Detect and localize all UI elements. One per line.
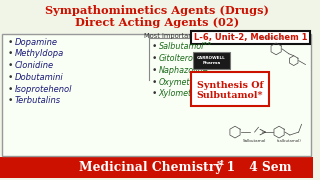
Text: Dopamine: Dopamine	[15, 37, 58, 46]
Text: Sulbutamol*: Sulbutamol*	[197, 91, 263, 100]
Text: Naphazoline: Naphazoline	[159, 66, 208, 75]
Text: Most Important*: Most Important*	[144, 33, 199, 39]
Text: •: •	[8, 96, 13, 105]
Text: Isoprotehenol: Isoprotehenol	[15, 85, 72, 94]
Bar	[2, 34, 311, 156]
Text: Salbutamol: Salbutamol	[243, 139, 266, 143]
Text: •: •	[8, 85, 13, 94]
FancyBboxPatch shape	[191, 31, 310, 44]
Text: •: •	[152, 66, 157, 75]
Text: L-6, Unit-2, Medichem 1: L-6, Unit-2, Medichem 1	[194, 33, 308, 42]
Text: •: •	[152, 78, 157, 87]
Text: •: •	[8, 37, 13, 46]
Bar	[0, 2, 313, 33]
Text: Methyldopa: Methyldopa	[15, 49, 64, 58]
Text: Xylometazoline: Xylometazoline	[159, 89, 220, 98]
Text: •: •	[8, 49, 13, 58]
FancyBboxPatch shape	[193, 52, 230, 69]
Text: •: •	[152, 89, 157, 98]
FancyBboxPatch shape	[191, 72, 269, 106]
Bar	[0, 157, 313, 178]
Text: Direct Acting Agents (02): Direct Acting Agents (02)	[75, 17, 239, 28]
Text: CARROWELL
Pharma: CARROWELL Pharma	[197, 56, 226, 65]
Text: •: •	[8, 73, 13, 82]
Text: Synthesis 1: Synthesis 1	[260, 36, 283, 40]
Text: Dobutamini: Dobutamini	[15, 73, 63, 82]
Text: Oxymetazoline: Oxymetazoline	[159, 78, 219, 87]
Text: Medicinal Chemistry 1: Medicinal Chemistry 1	[79, 161, 235, 174]
Text: st: st	[216, 159, 224, 167]
Text: Gitolterol: Gitolterol	[159, 54, 196, 63]
Text: (salbutamol): (salbutamol)	[276, 139, 301, 143]
Text: Terbutalins: Terbutalins	[15, 96, 61, 105]
Text: Clonidine: Clonidine	[15, 61, 54, 70]
Text: 4 Sem: 4 Sem	[245, 161, 292, 174]
Text: •: •	[152, 54, 157, 63]
Text: •: •	[8, 61, 13, 70]
Text: Synthesis Of: Synthesis Of	[197, 81, 263, 90]
Text: Salbutamol°°: Salbutamol°°	[159, 42, 212, 51]
Text: •: •	[152, 42, 157, 51]
Text: Sympathomimetics Agents (Drugs): Sympathomimetics Agents (Drugs)	[45, 5, 269, 16]
